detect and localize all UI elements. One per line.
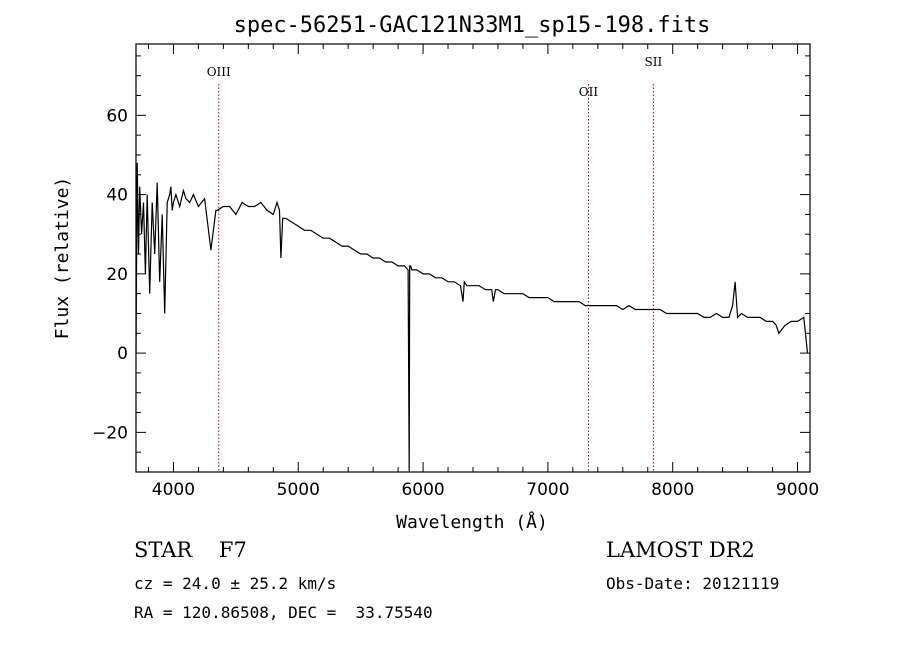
x-tick-label: 4000 bbox=[152, 480, 195, 500]
y-tick-label: 0 bbox=[117, 344, 128, 364]
x-tick-label: 7000 bbox=[526, 480, 569, 500]
redshift-label: cz = 24.0 ± 25.2 km/s bbox=[134, 574, 337, 593]
emission-line-label: SII bbox=[645, 55, 663, 69]
x-tick-label: 9000 bbox=[776, 480, 819, 500]
x-tick-label: 5000 bbox=[277, 480, 320, 500]
coordinates-label: RA = 120.86508, DEC = 33.75540 bbox=[134, 603, 433, 622]
y-tick-label: 20 bbox=[106, 265, 128, 285]
emission-line-label: OIII bbox=[207, 65, 231, 79]
object-class-label: STAR F7 bbox=[134, 538, 247, 562]
y-tick-label: −20 bbox=[92, 423, 128, 443]
survey-label: LAMOST DR2 bbox=[606, 538, 755, 562]
chart-title: spec-56251-GAC121N33M1_sp15-198.fits bbox=[234, 13, 711, 38]
x-tick-label: 6000 bbox=[401, 480, 444, 500]
y-tick-label: 40 bbox=[106, 186, 128, 206]
emission-line-label: OII bbox=[579, 85, 599, 99]
obs-date-label: Obs-Date: 20121119 bbox=[606, 574, 780, 593]
plot-frame bbox=[135, 43, 811, 473]
x-axis-label: Wavelength (Å) bbox=[396, 511, 548, 533]
emission-line-markers: OIII OII SII bbox=[207, 55, 663, 472]
axis-ticks: 4000 5000 6000 7000 8000 9000 −20 0 20 40 60 bbox=[92, 44, 819, 500]
spectrum-series-line bbox=[135, 162, 809, 473]
y-axis-label: Flux (relative) bbox=[52, 177, 73, 340]
x-tick-label: 8000 bbox=[651, 480, 694, 500]
y-tick-label: 60 bbox=[106, 106, 128, 126]
